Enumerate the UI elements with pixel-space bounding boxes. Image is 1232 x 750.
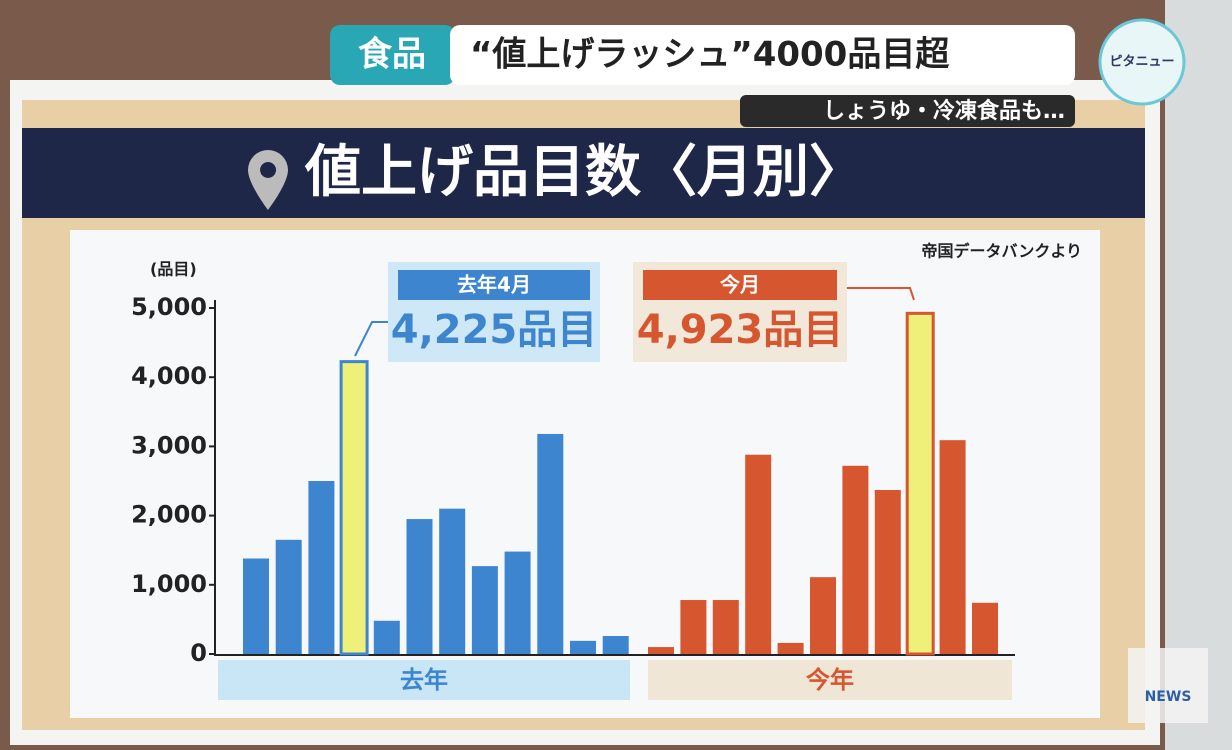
bar [243, 558, 269, 654]
bar [504, 551, 531, 654]
source: 帝国データバンクより [922, 242, 1082, 261]
channel-box [1128, 648, 1208, 723]
bar [373, 620, 400, 654]
bar [648, 647, 674, 654]
bar [842, 465, 869, 654]
connector [846, 287, 915, 301]
bar [275, 539, 302, 654]
bar [939, 440, 966, 654]
callout-header [643, 270, 837, 300]
title-bar [22, 128, 1145, 218]
callout-label: 去年4月 [457, 273, 531, 297]
bar [439, 508, 466, 654]
bar [471, 566, 498, 654]
y-tick-label: 2,000 [131, 501, 207, 529]
callout-value: 4,225品目 [391, 307, 598, 353]
y-tick-label: 0 [190, 639, 207, 667]
bar [406, 519, 433, 654]
bar [339, 360, 369, 656]
y-tick-label: 4,000 [131, 362, 207, 390]
connector [354, 321, 388, 357]
chart-title: 値上げ品目数〈月別〉 [304, 140, 865, 205]
headline: “値上げラッシュ”4000品目超 [470, 35, 950, 75]
subline: しょうゆ・冷凍食品も… [823, 98, 1065, 124]
y-tick-label: 5,000 [131, 293, 207, 321]
bar [712, 600, 739, 654]
bar [680, 600, 707, 654]
bar [602, 636, 629, 654]
callout-label: 今月 [720, 273, 760, 297]
callout-value: 4,923品目 [637, 307, 844, 353]
callout-header [398, 270, 590, 300]
bar [972, 602, 998, 654]
bar [308, 481, 335, 654]
group-band [648, 660, 1012, 700]
side [1165, 0, 1232, 750]
group-label: 去年 [400, 666, 448, 694]
subline-box [740, 95, 1075, 127]
bar [537, 433, 564, 654]
bar [905, 311, 935, 656]
group-band [218, 660, 630, 700]
bar [810, 577, 836, 654]
channel: NEWS [1145, 689, 1192, 705]
bar [745, 454, 772, 654]
logo: ピタニュー [1109, 55, 1174, 70]
bar [777, 642, 804, 654]
tag: 食品 [358, 35, 426, 75]
bar [874, 489, 901, 654]
y-tick-label: 1,000 [131, 570, 207, 598]
y-axis-label: (品目) [150, 260, 197, 279]
group-label: 今年 [806, 666, 854, 694]
bar [570, 640, 596, 654]
logo-circle [1098, 18, 1186, 106]
pin-icon [248, 150, 288, 210]
tag-box [330, 25, 455, 85]
y-tick-label: 3,000 [131, 431, 207, 459]
headline-box [450, 25, 1075, 85]
